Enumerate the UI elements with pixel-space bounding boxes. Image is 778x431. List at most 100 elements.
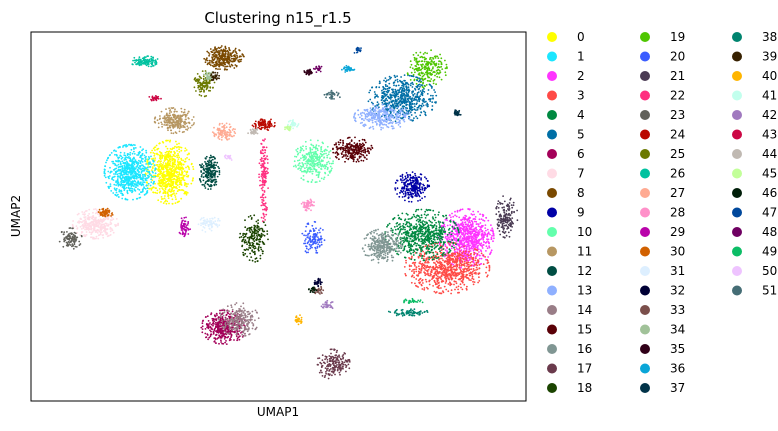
- cluster-point: [448, 227, 451, 230]
- cluster-point: [427, 287, 429, 290]
- cluster-point: [183, 184, 186, 187]
- cluster-point: [393, 106, 396, 109]
- cluster-point: [377, 103, 380, 105]
- cluster-point: [394, 88, 397, 91]
- cluster-point: [88, 208, 91, 211]
- cluster-point: [167, 193, 170, 196]
- cluster-point: [399, 103, 402, 106]
- cluster-point: [433, 290, 436, 293]
- cluster-point: [230, 336, 232, 338]
- cluster-point: [85, 227, 88, 230]
- cluster-point: [83, 211, 86, 214]
- cluster-point: [162, 202, 165, 205]
- cluster-point: [185, 185, 188, 188]
- cluster-point: [142, 165, 145, 168]
- cluster-point: [124, 154, 127, 157]
- cluster-point: [482, 219, 484, 222]
- cluster-point: [411, 274, 414, 277]
- cluster-point: [218, 335, 221, 338]
- cluster-point: [112, 218, 115, 221]
- cluster-point: [415, 230, 418, 233]
- cluster-point: [473, 241, 476, 244]
- cluster-point: [136, 181, 139, 184]
- cluster-point: [436, 286, 439, 288]
- cluster-point: [418, 267, 421, 270]
- cluster-point: [419, 230, 421, 233]
- cluster-point: [486, 238, 488, 241]
- cluster-point: [120, 173, 123, 176]
- cluster-point: [209, 335, 212, 338]
- cluster-point: [162, 166, 165, 168]
- cluster-point: [434, 91, 436, 93]
- cluster-point: [450, 278, 453, 281]
- cluster-point: [414, 242, 417, 245]
- cluster-point: [437, 256, 440, 259]
- cluster-point: [425, 266, 428, 268]
- cluster-point: [412, 232, 415, 235]
- cluster-point: [125, 179, 128, 182]
- cluster-point: [410, 217, 413, 220]
- cluster-point: [392, 82, 395, 84]
- cluster-point: [464, 256, 467, 259]
- cluster-point: [158, 173, 161, 175]
- cluster-point: [469, 233, 472, 236]
- cluster-point: [152, 157, 155, 160]
- cluster-point: [177, 154, 180, 157]
- cluster-point: [215, 323, 217, 326]
- cluster-point: [117, 156, 119, 159]
- cluster-point: [386, 225, 388, 228]
- cluster-point: [421, 234, 423, 237]
- cluster-point: [410, 258, 413, 261]
- cluster-point: [433, 224, 436, 227]
- cluster-point: [201, 328, 204, 330]
- cluster-point: [104, 176, 107, 179]
- cluster-point: [111, 178, 114, 181]
- cluster-point: [393, 217, 396, 219]
- cluster-point: [479, 213, 481, 216]
- cluster-point: [444, 254, 446, 256]
- cluster-point: [461, 281, 464, 283]
- cluster-point: [425, 243, 428, 246]
- cluster-point: [81, 221, 83, 224]
- cluster-point: [164, 200, 166, 203]
- cluster-point: [165, 170, 168, 173]
- cluster-point: [227, 315, 230, 318]
- cluster-point: [450, 216, 452, 219]
- cluster-point: [419, 277, 422, 280]
- cluster-point: [406, 225, 409, 228]
- cluster-point: [178, 186, 181, 188]
- cluster-point: [129, 173, 132, 176]
- cluster-point: [130, 185, 133, 188]
- cluster-point: [187, 183, 189, 185]
- cluster-point: [441, 257, 443, 260]
- cluster-point: [464, 221, 467, 224]
- cluster-point: [146, 187, 149, 190]
- cluster-point: [129, 158, 132, 161]
- cluster-point: [145, 149, 148, 152]
- cluster-point: [411, 270, 413, 272]
- cluster-point: [150, 181, 153, 184]
- cluster-point: [151, 149, 154, 152]
- cluster-point: [425, 104, 428, 106]
- cluster-point: [388, 75, 391, 78]
- cluster-point: [490, 224, 492, 227]
- cluster-point: [476, 233, 478, 236]
- cluster-point: [167, 156, 170, 159]
- cluster-point: [396, 252, 398, 255]
- cluster-point: [416, 93, 419, 96]
- cluster-point: [123, 177, 126, 180]
- cluster-point: [469, 240, 471, 242]
- cluster-point: [453, 248, 456, 251]
- cluster-point: [436, 232, 439, 235]
- cluster-point: [162, 162, 165, 164]
- cluster-point: [492, 234, 495, 237]
- cluster-point: [209, 326, 212, 328]
- scatter-points: [58, 45, 519, 380]
- cluster-point: [416, 108, 419, 111]
- cluster-point: [403, 74, 406, 76]
- cluster-point: [404, 245, 407, 248]
- cluster-point: [132, 157, 135, 160]
- cluster-point: [144, 156, 147, 159]
- cluster-point: [182, 168, 184, 171]
- cluster-point: [484, 224, 487, 227]
